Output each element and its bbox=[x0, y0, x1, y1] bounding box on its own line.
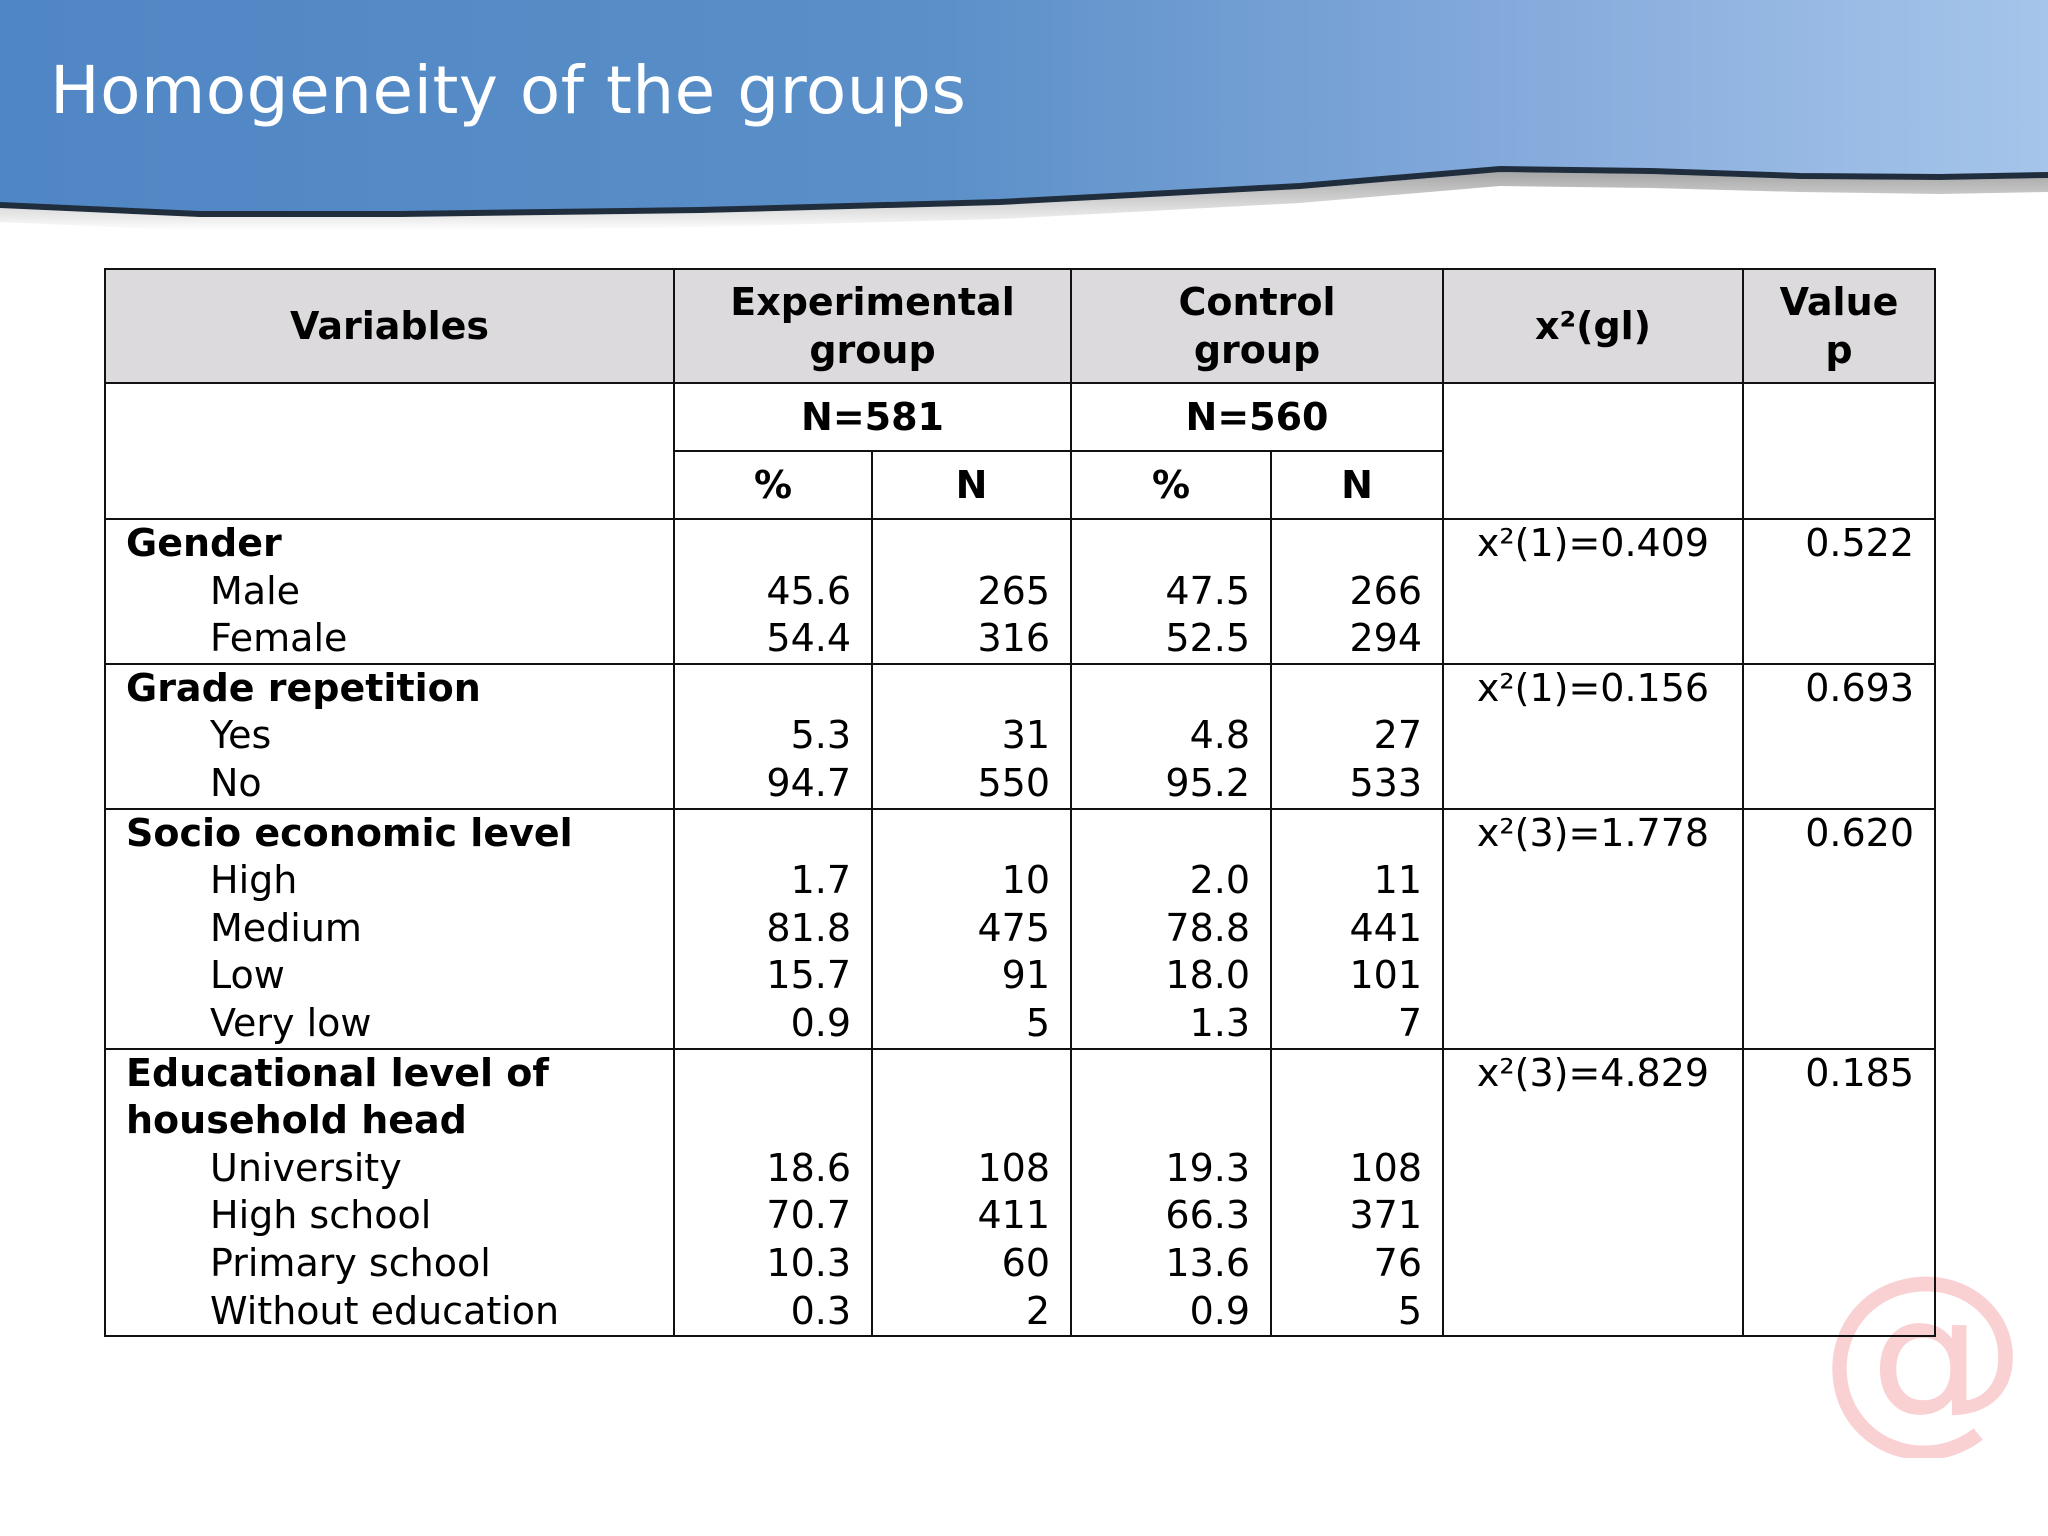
title-banner bbox=[0, 0, 2048, 231]
header-variables: Variables bbox=[104, 268, 675, 384]
variable-cell: Socio economic level High Medium Low Ver… bbox=[104, 807, 675, 1050]
p-value-cell: 0.522 bbox=[1742, 518, 1936, 665]
header-row: Variables Experimental group Control gro… bbox=[104, 268, 1936, 384]
level-label: No bbox=[210, 760, 262, 805]
level-label: Medium bbox=[210, 905, 362, 950]
level-label: High bbox=[210, 858, 298, 903]
header-p-value: Value p bbox=[1742, 268, 1936, 384]
chi-square-cell: x²(1)=0.409 bbox=[1442, 518, 1744, 665]
variable-cell: Gender Male Female bbox=[104, 518, 675, 665]
n-row: N=581 N=560 bbox=[104, 382, 1936, 520]
ctl-pct-header: % bbox=[1070, 450, 1272, 520]
level-label: High school bbox=[210, 1193, 432, 1238]
p-value-cell: 0.185 bbox=[1742, 1047, 1936, 1338]
blank-cell bbox=[104, 382, 675, 520]
variable-cell: Grade repetition Yes No bbox=[104, 662, 675, 810]
control-n: N=560 bbox=[1070, 382, 1444, 452]
variable-name-line-1: Educational level of bbox=[126, 1050, 549, 1095]
exp-pct-cell: 1.7 81.8 15.7 0.9 bbox=[673, 807, 873, 1050]
variable-name: Gender bbox=[126, 521, 282, 565]
header-experimental-group: Experimental group bbox=[673, 268, 1072, 384]
header-control-group: Control group bbox=[1070, 268, 1444, 384]
exp-n-header: N bbox=[871, 450, 1072, 520]
ctl-n-cell: 266 294 bbox=[1270, 518, 1444, 665]
section-gender: Gender Male Female 45.6 54.4 265 316 47.5 5… bbox=[104, 518, 1936, 665]
ctl-n-cell: 108 371 76 5 bbox=[1270, 1047, 1444, 1338]
header-chi-square: x²(gl) bbox=[1442, 268, 1744, 384]
level-label: Without education bbox=[210, 1288, 560, 1333]
level-label: Low bbox=[210, 953, 285, 998]
ctl-pct-cell: 2.0 78.8 18.0 1.3 bbox=[1070, 807, 1272, 1050]
variable-name: Socio economic level bbox=[126, 810, 573, 855]
blank-cell bbox=[1442, 382, 1744, 520]
level-label: University bbox=[210, 1145, 402, 1190]
level-label: Yes bbox=[210, 713, 272, 758]
homogeneity-table: Variables Experimental group Control gro… bbox=[104, 268, 1936, 1338]
variable-name-line-2: household head bbox=[126, 1098, 467, 1143]
ctl-pct-cell: 47.5 52.5 bbox=[1070, 518, 1272, 665]
level-label: Primary school bbox=[210, 1240, 491, 1285]
exp-pct-cell: 5.3 94.7 bbox=[673, 662, 873, 810]
level-label: Very low bbox=[210, 1000, 372, 1045]
blank-cell bbox=[1742, 382, 1936, 520]
subheader-row: % N % N bbox=[105, 450, 1935, 520]
level-label: Female bbox=[210, 616, 348, 661]
exp-pct-header: % bbox=[673, 450, 873, 520]
ctl-n-cell: 27 533 bbox=[1270, 662, 1444, 810]
ctl-pct-cell: 4.8 95.2 bbox=[1070, 662, 1272, 810]
ctl-pct-cell: 19.3 66.3 13.6 0.9 bbox=[1070, 1047, 1272, 1338]
variable-cell: Educational level of household head Univ… bbox=[104, 1047, 675, 1338]
p-value-cell: 0.693 bbox=[1742, 662, 1936, 810]
section-grade-repetition: Grade repetition Yes No 5.3 94.7 31 550 4.… bbox=[104, 662, 1936, 810]
exp-n-cell: 265 316 bbox=[871, 518, 1072, 665]
exp-pct-cell: 45.6 54.4 bbox=[673, 518, 873, 665]
level-label: Male bbox=[210, 568, 301, 613]
exp-pct-cell: 18.6 70.7 10.3 0.3 bbox=[673, 1047, 873, 1338]
slide-title: Homogeneity of the groups bbox=[50, 52, 967, 129]
chi-square-cell: x²(3)=1.778 bbox=[1442, 807, 1744, 1050]
variable-name: Grade repetition bbox=[126, 665, 481, 710]
exp-n-cell: 108 411 60 2 bbox=[871, 1047, 1072, 1338]
ctl-n-header: N bbox=[1270, 450, 1444, 520]
section-socio-economic-level: Socio economic level High Medium Low Ver… bbox=[104, 807, 1936, 1050]
exp-n-cell: 10 475 91 5 bbox=[871, 807, 1072, 1050]
ctl-n-cell: 11 441 101 7 bbox=[1270, 807, 1444, 1050]
p-value-cell: 0.620 bbox=[1742, 807, 1936, 1050]
section-educational-level: Educational level of household head Univ… bbox=[104, 1047, 1936, 1338]
chi-square-cell: x²(1)=0.156 bbox=[1442, 662, 1744, 810]
experimental-n: N=581 bbox=[673, 382, 1072, 452]
exp-n-cell: 31 550 bbox=[871, 662, 1072, 810]
chi-square-cell: x²(3)=4.829 bbox=[1442, 1047, 1744, 1338]
